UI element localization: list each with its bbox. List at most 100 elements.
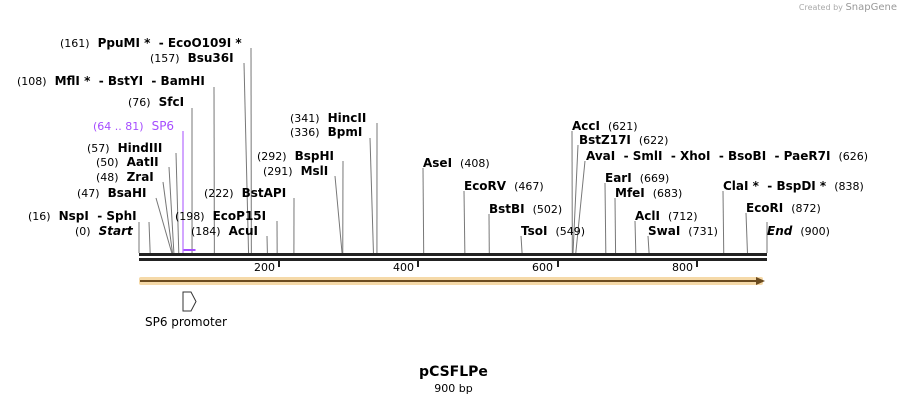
restriction-site-label[interactable]: (161) PpuMI * - EcoO109I * [60,35,242,51]
feature-range: (64 .. 81) [93,120,144,133]
enzyme-name: MslI [300,164,329,178]
site-position: (157) [150,52,180,65]
site-position: (900) [800,225,830,238]
enzyme-name: TsoI [521,224,548,238]
backbone-bottom-strand [139,258,767,261]
feature-name: SP6 [151,119,175,133]
restriction-site-label[interactable]: (50) AatII [96,154,159,170]
restriction-site-label[interactable]: BstZ17I (622) [579,132,668,148]
site-position: (16) [28,210,51,223]
enzyme-name: BspHI [294,149,334,163]
restriction-site-label[interactable]: (0) Start [75,223,133,239]
restriction-site-label[interactable]: BstBI (502) [489,201,562,217]
sp6-feature-bar[interactable] [183,249,196,251]
tick-label-200: 200 [254,261,275,274]
tick-label-600: 600 [532,261,553,274]
restriction-site-label[interactable]: TsoI (549) [521,223,585,239]
enzyme-name: BpmI [327,125,363,139]
site-position: (336) [290,126,320,139]
enzyme-name: MflI * - BstYI - BamHI [54,74,205,88]
restriction-site-label[interactable]: ClaI * - BspDI * (838) [723,178,864,194]
site-line [148,221,151,254]
tick-mark-800 [696,261,698,267]
site-line [162,181,173,254]
restriction-site-label[interactable]: End (900) [767,223,830,239]
site-line [175,152,180,254]
restriction-site-label[interactable]: MfeI (683) [615,185,682,201]
map-length: 900 bp [434,382,473,395]
enzyme-name: HincII [327,111,367,125]
restriction-site-label[interactable]: (108) MflI * - BstYI - BamHI [17,73,205,89]
enzyme-name: AcuI [228,224,259,238]
restriction-site-label[interactable]: (48) ZraI [96,169,154,185]
ruler-ticks [278,261,698,267]
site-line [334,175,343,254]
snapgene-logo: Created by SnapGene [799,2,897,13]
tick-label-800: 800 [672,261,693,274]
restriction-site-label[interactable]: (291) MslI [263,163,328,179]
orf-arrow-head-icon [756,277,765,285]
enzyme-name: Start [98,224,133,238]
sp6-feature-label[interactable]: (64 .. 81) SP6 [93,118,174,134]
site-lines [138,47,768,254]
site-position: (502) [532,203,563,216]
site-position: (683) [652,187,683,200]
restriction-site-label[interactable]: AclI (712) [635,208,698,224]
restriction-site-label[interactable]: (76) SfcI [128,94,184,110]
restriction-site-label[interactable]: (336) BpmI [290,124,362,140]
site-position: (408) [460,157,490,170]
restriction-site-label[interactable]: AvaI - SmlI - XhoI - BsoBI - PaeR7I (626) [586,148,868,164]
site-line [572,144,579,254]
map-title: pCSFLPe [419,364,488,380]
restriction-site-label[interactable]: EcoRV (467) [464,178,544,194]
site-position: (838) [834,180,864,193]
restriction-site-label[interactable]: (57) HindIII [87,140,162,156]
site-position: (161) [60,37,90,50]
restriction-site-label[interactable]: SwaI (731) [648,223,718,239]
enzyme-name: End [767,224,793,238]
enzyme-name: EcoRI [746,201,784,215]
site-position: (549) [555,225,586,238]
site-position: (872) [791,202,821,215]
brand-text: SnapGene [845,2,897,13]
site-position: (76) [128,96,151,109]
tick-label-400: 400 [393,261,414,274]
site-line [722,190,725,254]
enzyme-name: ClaI * - BspDI * [723,179,827,193]
restriction-site-label[interactable]: AseI (408) [423,155,490,171]
site-line [463,190,466,254]
restriction-site-label[interactable]: (222) BstAPI [204,185,286,201]
restriction-site-label[interactable]: (184) AcuI [191,223,258,239]
enzyme-name: EcoRV [464,179,507,193]
enzyme-name: BsaHI [107,186,147,200]
tick-mark-600 [557,261,559,267]
restriction-site-label[interactable]: EcoRI (872) [746,200,821,216]
restriction-site-label[interactable]: (16) NspI - SphI [28,208,137,224]
sp6-promoter-label[interactable]: SP6 promoter [145,315,227,329]
enzyme-name: HindIII [117,141,163,155]
restriction-site-label[interactable]: (341) HincII [290,110,366,126]
site-line [520,235,523,254]
site-line [243,62,250,254]
restriction-site-label[interactable]: AccI (621) [572,118,638,134]
enzyme-name: EcoP15I [212,209,267,223]
sp6-promoter-arrow-icon[interactable] [182,291,197,312]
site-line [614,197,617,254]
site-position: (467) [514,180,544,193]
restriction-site-label[interactable]: (292) BspHI [257,148,334,164]
site-position: (626) [838,150,869,163]
restriction-site-label[interactable]: EarI (669) [605,170,669,186]
enzyme-name: BstZ17I [579,133,631,147]
site-line [422,167,425,254]
restriction-site-label[interactable]: (198) EcoP15I [175,208,266,224]
restriction-site-label[interactable]: (157) Bsu36I [150,50,234,66]
enzyme-name: NspI - SphI [58,209,137,223]
enzyme-name: Bsu36I [187,51,234,65]
site-position: (184) [191,225,221,238]
site-line [604,182,607,254]
backbone-top-strand [139,253,767,256]
enzyme-name: BstBI [489,202,525,216]
restriction-site-label[interactable]: (47) BsaHI [77,185,147,201]
